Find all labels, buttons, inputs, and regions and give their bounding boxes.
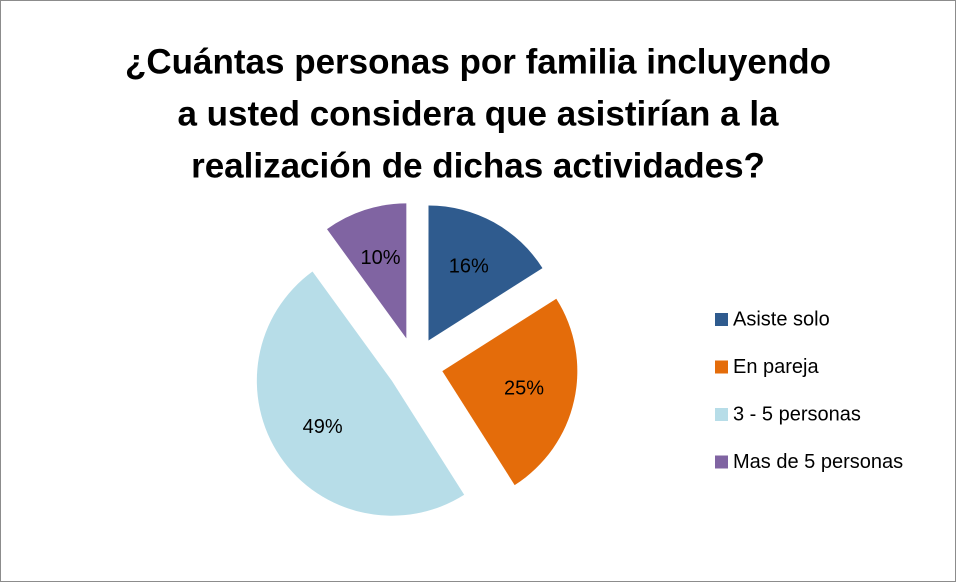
data-label: 25% <box>504 378 544 400</box>
pie-slice <box>428 205 543 341</box>
legend-label: En pareja <box>733 356 819 378</box>
legend-swatch <box>715 455 728 469</box>
legend-swatch <box>715 360 728 374</box>
chart-title-line: realización de dichas actividades? <box>191 146 765 185</box>
data-label: 10% <box>360 247 400 269</box>
pie-slice <box>326 203 407 339</box>
pie-slice <box>256 271 465 516</box>
legend-swatch <box>715 408 728 421</box>
data-label: 49% <box>303 416 343 438</box>
chart-title-line: a usted considera que asistirían a la <box>177 94 779 133</box>
legend-label: Mas de 5 personas <box>733 451 903 473</box>
data-label: 16% <box>449 255 489 277</box>
pie-slice <box>442 298 578 486</box>
chart-title-line: ¿Cuántas personas por familia incluyendo <box>125 42 831 81</box>
legend-swatch <box>715 313 728 326</box>
legend-label: 3 - 5 personas <box>733 403 861 425</box>
legend-label: Asiste solo <box>733 308 830 330</box>
